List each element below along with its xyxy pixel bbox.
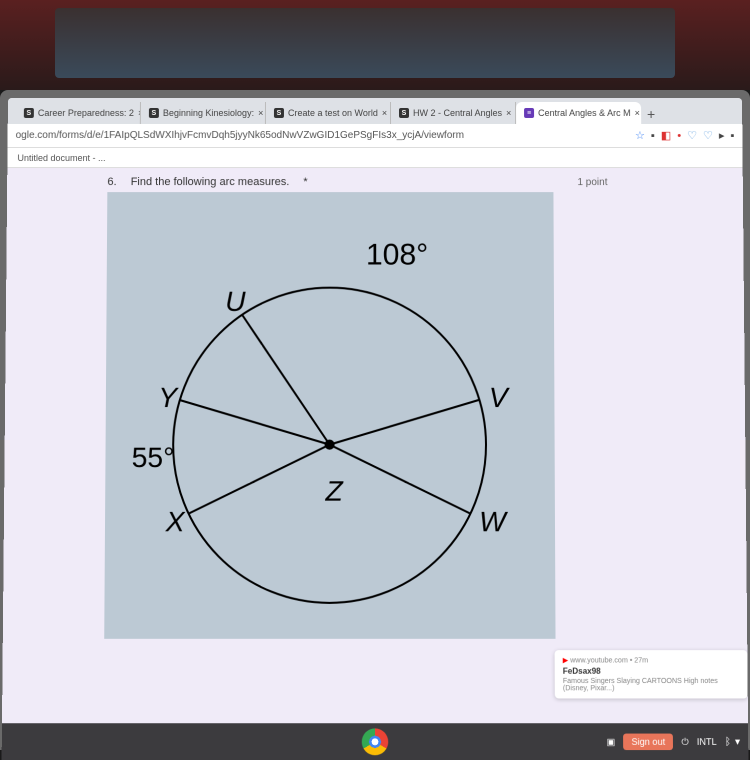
label-v: V [489,382,510,413]
tab-close-icon[interactable]: × [506,108,511,118]
chromeos-shelf: ▣ Sign out ⏻ INTL ᛒ ▾ [2,723,749,760]
chrome-icon[interactable] [362,728,388,755]
label-u: U [225,286,246,317]
laptop-bezel: S Career Preparedness: 2 × S Beginning Kine… [0,90,750,750]
url-text: ogle.com/forms/d/e/1FAIpQLSdWXIhjvFcmvDq… [16,130,635,141]
tab-career[interactable]: SCareer Preparedness: 2× [16,102,141,124]
youtube-notification[interactable]: ▶ www.youtube.com • 27m FeDsax98 Famous … [555,650,748,698]
signout-button[interactable]: Sign out [623,734,673,751]
new-tab-button[interactable]: + [641,104,661,124]
status-icons: ᛒ ▾ [725,736,740,747]
mirror-reflection [55,8,675,78]
bookmark-item[interactable]: Untitled document - ... [17,153,105,163]
power-icon[interactable]: ⏻ [681,736,688,747]
label-x: X [165,506,186,538]
label-w: W [479,506,508,538]
notification-count-icon[interactable]: ▣ [607,736,616,747]
tab-hw2[interactable]: S HW 2 - Central Angles × [391,102,516,124]
tab-icon: S [24,108,34,118]
ext-icon-6[interactable]: ▸ [719,129,725,142]
question-header: 6. Find the following arc measures. * 1 … [7,176,743,192]
radius-y [179,400,329,445]
wifi-icon[interactable]: ▾ [735,736,740,747]
point-value: 1 point [577,177,607,188]
notification-subtitle: (Disney, Pixar...) [563,685,740,692]
radius-x [188,445,330,514]
tab-close-icon[interactable]: × [382,108,387,118]
tab-world-test[interactable]: S Create a test on World × [266,102,391,124]
ext-icon-1[interactable]: ▪ [651,129,655,141]
tab-label: Career Preparedness: 2 [38,108,134,118]
intl-indicator: INTL [697,737,717,747]
shelf-status-area[interactable]: ▣ Sign out ⏻ INTL ᛒ ▾ [607,734,741,751]
tab-label: HW 2 - Central Angles [413,108,502,118]
ambient-background [0,0,750,90]
question-number: 6. [107,176,116,188]
bluetooth-icon[interactable]: ᛒ [725,736,731,747]
ext-icon-5[interactable]: ♡ [703,129,713,142]
tab-label: Central Angles & Arc M [538,108,631,118]
label-z: Z [324,475,343,507]
browser-tab-strip: S Career Preparedness: 2 × S Beginning Kine… [8,98,742,124]
ext-icon-2[interactable]: ◧ [661,129,672,142]
bookmark-bar: Untitled document - ... [7,148,742,168]
tab-label: Beginning Kinesiology: [163,108,254,118]
url-actions: ☆ ▪ ◧ • ♡ ♡ ▸ ▪ [635,129,734,142]
circle-diagram: U V W X Y Z 108° 55° [104,192,555,639]
tab-kinesiology[interactable]: S Beginning Kinesiology: × [141,102,266,124]
question-text: Find the following arc measures. [131,176,290,188]
angle-55: 55° [132,442,175,474]
radius-v [330,400,479,445]
ext-icon-7[interactable]: ▪ [730,129,734,141]
tab-icon: S [399,108,409,118]
radius-u [242,315,330,445]
required-indicator: * [303,176,307,188]
angle-108: 108° [366,238,428,271]
tab-close-icon[interactable]: × [635,108,640,118]
geometry-figure: U V W X Y Z 108° 55° [104,192,555,639]
star-icon[interactable]: ☆ [635,129,645,142]
tab-central-angles[interactable]: ≡ Central Angles & Arc M × [516,102,641,124]
ext-icon-3[interactable]: • [677,129,681,141]
tab-close-icon[interactable]: × [258,108,263,118]
label-y: Y [158,382,179,413]
notification-source: ▶ www.youtube.com • 27m [563,656,740,664]
tab-icon: S [274,108,284,118]
tab-icon: ≡ [524,108,534,118]
address-bar[interactable]: ogle.com/forms/d/e/1FAIpQLSdWXIhjvFcmvDq… [8,124,743,148]
screen: S Career Preparedness: 2 × S Beginning Kine… [2,98,749,760]
ext-icon-4[interactable]: ♡ [687,129,697,142]
tab-label: Create a test on World [288,108,378,118]
center-point [325,440,335,450]
tab-icon: S [149,108,159,118]
notification-title: Famous Singers Slaying CARTOONS High not… [563,678,740,685]
notification-channel: FeDsax98 [563,667,740,676]
radius-w [330,445,472,514]
